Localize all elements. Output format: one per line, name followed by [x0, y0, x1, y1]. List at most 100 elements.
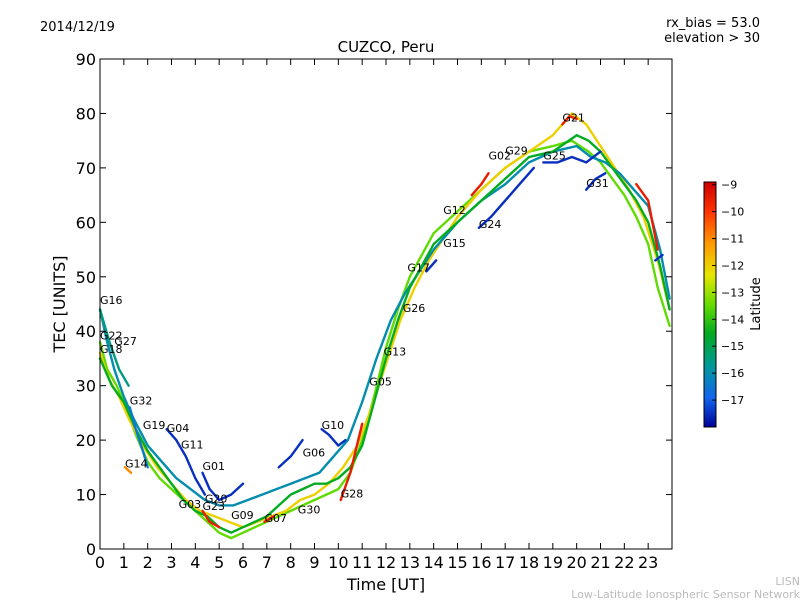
colorbar-tick-label: −17 — [721, 394, 744, 407]
x-tick-label: 13 — [400, 553, 420, 572]
satellite-label-g11: G11 — [181, 438, 204, 451]
x-tick-label: 3 — [166, 553, 176, 572]
colorbar-ticks: −9 −10 −11 −12 −13 −14 −15 −16 −17 — [712, 179, 744, 407]
satellite-label-g24: G24 — [479, 218, 502, 231]
satellite-label-g21: G21 — [562, 112, 585, 125]
x-tick-label: 7 — [262, 553, 272, 572]
x-tick-label: 11 — [352, 553, 372, 572]
satellite-label-g10: G10 — [322, 419, 345, 432]
satellite-label-g26: G26 — [403, 302, 426, 315]
x-tick-label: 2 — [143, 553, 153, 572]
series-line-g05 — [425, 259, 438, 273]
x-tick-label: 20 — [566, 553, 586, 572]
series-line-envelope-1 — [98, 139, 671, 540]
series-line-g02 — [470, 172, 490, 197]
series-line-g32 — [128, 406, 149, 469]
y-tick-label: 90 — [76, 50, 96, 69]
y-tick-label: 10 — [76, 486, 96, 505]
satellite-label-g17: G17 — [407, 261, 430, 274]
y-tick-label: 0 — [86, 540, 96, 559]
x-tick-label: 18 — [519, 553, 539, 572]
rx-bias-label: rx_bias = 53.0 — [666, 16, 760, 31]
footer-network-abbrev: LISN — [775, 575, 800, 588]
satellite-label-g25: G25 — [543, 150, 566, 163]
y-tick-label: 30 — [76, 377, 96, 396]
x-tick-label: 22 — [614, 553, 634, 572]
satellite-label-g05: G05 — [369, 376, 392, 389]
series-line-g28 — [339, 422, 364, 502]
colorbar-tick-label: −15 — [721, 340, 744, 353]
x-tick-label: 12 — [376, 553, 396, 572]
y-tick-label: 40 — [76, 322, 96, 341]
footer-network-name: Low-Latitude Ionospheric Sensor Network — [571, 588, 800, 600]
series-line-g23 — [201, 509, 221, 529]
y-tick-label: 70 — [76, 159, 96, 178]
y-axis-label: TEC [UNITS] — [50, 256, 69, 354]
x-tick-label: 10 — [328, 553, 348, 572]
satellite-label-g28: G28 — [341, 487, 364, 500]
satellite-label-g16: G16 — [100, 294, 123, 307]
chart-date: 2014/12/19 — [40, 20, 115, 35]
satellite-label-g23: G23 — [203, 500, 226, 513]
x-tick-label: 8 — [286, 553, 296, 572]
series-line-g21 — [561, 115, 578, 126]
series-line-g16 — [98, 308, 130, 387]
satellite-label-g02: G02 — [489, 150, 512, 163]
y-tick-label: 80 — [76, 104, 96, 123]
colorbar-tick-label: −11 — [721, 233, 744, 246]
satellite-label-g22: G22 — [100, 329, 123, 342]
y-tick-label: 50 — [76, 268, 96, 287]
satellite-label-g13: G13 — [384, 346, 407, 359]
x-tick-label: 19 — [543, 553, 563, 572]
satellite-label-g07: G07 — [265, 512, 288, 525]
satellite-label-g04: G04 — [167, 422, 190, 435]
satellite-label-g27: G27 — [114, 335, 137, 348]
x-tick-label: 15 — [447, 553, 467, 572]
colorbar-label: Latitude — [749, 277, 764, 331]
series-line-envelope-2 — [98, 112, 671, 529]
colorbar-tick-label: −10 — [721, 206, 744, 219]
series-line-g07 — [263, 515, 276, 523]
x-axis: 0 1 2 3 4 5 6 7 8 9 10 11 12 13 14 15 16 17 18 19 20 21 22 23 — [95, 59, 658, 572]
satellite-label-g09: G09 — [231, 509, 254, 522]
plot-frame — [99, 58, 673, 550]
satellite-label-g20: G20 — [205, 493, 228, 506]
satellite-label-g19: G19 — [143, 419, 166, 432]
x-tick-label: 0 — [95, 553, 105, 572]
satellite-label-g12: G12 — [443, 204, 466, 217]
satellite-label-g31: G31 — [586, 177, 609, 190]
x-tick-label: 9 — [309, 553, 319, 572]
series-line-late-blue — [654, 253, 664, 262]
colorbar-tick-label: −9 — [721, 179, 737, 192]
chart-title: CUZCO, Peru — [338, 38, 435, 56]
x-tick-label: 6 — [238, 553, 248, 572]
colorbar-tick-label: −14 — [721, 313, 744, 326]
series-line-g06 — [277, 438, 304, 469]
satellite-label-g30: G30 — [298, 504, 321, 517]
colorbar-tick-label: −13 — [721, 286, 744, 299]
series-line-late-red — [635, 183, 659, 251]
colorbar-tick-label: −16 — [721, 367, 744, 380]
x-tick-label: 17 — [495, 553, 515, 572]
x-axis-label: Time [UT] — [346, 575, 425, 594]
plot-area — [98, 112, 671, 540]
x-tick-label: 16 — [471, 553, 491, 572]
series-line-g14 — [123, 466, 133, 474]
satellite-label-g32: G32 — [130, 395, 153, 408]
series-line-envelope-4 — [98, 134, 671, 534]
satellite-label-g29: G29 — [505, 144, 528, 157]
x-tick-label: 5 — [214, 553, 224, 572]
colorbar-tick-label: −12 — [721, 259, 744, 272]
satellite-label-g14: G14 — [125, 457, 148, 470]
x-tick-label: 21 — [590, 553, 610, 572]
x-tick-label: 14 — [423, 553, 443, 572]
x-tick-label: 1 — [119, 553, 129, 572]
satellite-label-g18: G18 — [100, 343, 123, 356]
y-tick-label: 60 — [76, 213, 96, 232]
satellite-label-g01: G01 — [203, 460, 226, 473]
x-tick-label: 23 — [638, 553, 658, 572]
series-line-g25 — [542, 150, 602, 164]
satellite-label-g06: G06 — [303, 446, 326, 459]
series-line-g24 — [477, 166, 535, 229]
